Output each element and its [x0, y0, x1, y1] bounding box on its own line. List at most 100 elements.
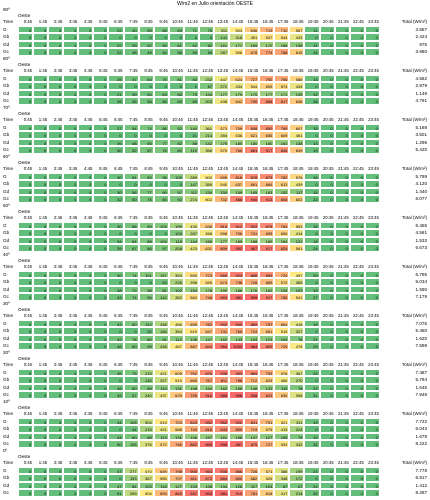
- value-cell[interactable]: 0: [319, 440, 335, 448]
- value-cell[interactable]: 32: [304, 440, 320, 448]
- value-cell[interactable]: 0: [319, 131, 335, 139]
- value-cell[interactable]: 0: [78, 466, 94, 474]
- row-total[interactable]: 4.561: [415, 230, 428, 235]
- value-cell[interactable]: 0: [78, 146, 94, 154]
- value-cell[interactable]: 998: [214, 440, 230, 448]
- value-cell[interactable]: 846: [274, 146, 290, 154]
- value-cell[interactable]: 0: [364, 221, 380, 229]
- value-cell[interactable]: 541: [289, 293, 305, 301]
- value-cell[interactable]: 0: [108, 474, 124, 482]
- value-cell[interactable]: 0: [33, 131, 49, 139]
- value-cell[interactable]: 0: [48, 440, 64, 448]
- value-cell[interactable]: 354: [168, 327, 184, 335]
- value-cell[interactable]: 0: [33, 187, 49, 195]
- value-cell[interactable]: 138: [289, 40, 305, 48]
- value-cell[interactable]: 0: [78, 383, 94, 391]
- value-cell[interactable]: 186: [229, 285, 245, 293]
- value-cell[interactable]: 32: [138, 327, 154, 335]
- value-cell[interactable]: 0: [63, 33, 79, 41]
- value-cell[interactable]: 118: [153, 481, 169, 489]
- value-cell[interactable]: 44: [108, 432, 124, 440]
- value-cell[interactable]: 858: [259, 97, 275, 105]
- value-cell[interactable]: 0: [349, 327, 365, 335]
- value-cell[interactable]: 0: [93, 383, 109, 391]
- value-cell[interactable]: 141: [214, 33, 230, 41]
- value-cell[interactable]: 0: [183, 82, 199, 90]
- value-cell[interactable]: 111: [183, 187, 199, 195]
- row-total[interactable]: 7.948: [415, 392, 428, 397]
- value-cell[interactable]: 0: [18, 74, 34, 82]
- row-total[interactable]: 6.043: [415, 426, 428, 431]
- value-cell[interactable]: 0: [93, 187, 109, 195]
- value-cell[interactable]: 97: [153, 244, 169, 252]
- value-cell[interactable]: 521: [274, 417, 290, 425]
- value-cell[interactable]: 998: [229, 391, 245, 399]
- value-cell[interactable]: 30: [108, 221, 124, 229]
- value-cell[interactable]: 103: [274, 334, 290, 342]
- value-cell[interactable]: 768: [274, 48, 290, 56]
- value-cell[interactable]: 0: [334, 481, 350, 489]
- value-cell[interactable]: 0: [48, 383, 64, 391]
- value-cell[interactable]: 26: [108, 97, 124, 105]
- value-cell[interactable]: 760: [229, 327, 245, 335]
- value-cell[interactable]: 39: [108, 244, 124, 252]
- value-cell[interactable]: 0: [63, 293, 79, 301]
- value-cell[interactable]: 805: [274, 195, 290, 203]
- value-cell[interactable]: 81: [153, 285, 169, 293]
- row-total[interactable]: 5.188: [415, 124, 428, 130]
- value-cell[interactable]: 318: [229, 33, 245, 41]
- value-cell[interactable]: 47: [108, 481, 124, 489]
- value-cell[interactable]: 0: [364, 229, 380, 237]
- value-cell[interactable]: 146: [183, 432, 199, 440]
- value-cell[interactable]: 0: [18, 89, 34, 97]
- row-total[interactable]: 5.789: [415, 173, 428, 179]
- value-cell[interactable]: 519: [183, 327, 199, 335]
- value-cell[interactable]: 22: [108, 25, 124, 33]
- value-cell[interactable]: 550: [183, 270, 199, 278]
- value-cell[interactable]: 0: [48, 270, 64, 278]
- value-cell[interactable]: 228: [168, 278, 184, 286]
- value-cell[interactable]: 61: [123, 172, 139, 180]
- value-cell[interactable]: 0: [93, 25, 109, 33]
- value-cell[interactable]: 889: [244, 319, 260, 327]
- value-cell[interactable]: 77: [138, 187, 154, 195]
- value-cell[interactable]: 0: [364, 180, 380, 188]
- value-cell[interactable]: 0: [123, 229, 139, 237]
- value-cell[interactable]: 154: [198, 383, 215, 391]
- value-cell[interactable]: 762: [183, 368, 199, 376]
- value-cell[interactable]: 40: [123, 25, 139, 33]
- value-cell[interactable]: 0: [63, 74, 79, 82]
- value-cell[interactable]: 146: [244, 383, 260, 391]
- value-cell[interactable]: 0: [334, 180, 350, 188]
- value-cell[interactable]: 674: [214, 278, 230, 286]
- value-cell[interactable]: 82: [168, 138, 184, 146]
- value-cell[interactable]: 50: [108, 440, 124, 448]
- value-cell[interactable]: 66: [123, 221, 139, 229]
- value-cell[interactable]: 0: [319, 146, 335, 154]
- value-cell[interactable]: 433: [289, 33, 305, 41]
- row-total[interactable]: 6.077: [415, 196, 428, 201]
- value-cell[interactable]: 0: [349, 368, 365, 376]
- value-cell[interactable]: 0: [93, 221, 109, 229]
- value-cell[interactable]: 147: [183, 180, 199, 188]
- value-cell[interactable]: 0: [319, 123, 335, 131]
- value-cell[interactable]: 756: [274, 74, 290, 82]
- value-cell[interactable]: 0: [93, 172, 109, 180]
- value-cell[interactable]: 0: [138, 180, 154, 188]
- value-cell[interactable]: 52: [123, 146, 139, 154]
- value-cell[interactable]: 147: [198, 334, 215, 342]
- value-cell[interactable]: 75: [138, 195, 154, 203]
- value-cell[interactable]: 161: [214, 432, 230, 440]
- value-cell[interactable]: 0: [93, 474, 109, 482]
- row-total[interactable]: 1.645: [415, 384, 428, 390]
- value-cell[interactable]: 0: [33, 195, 49, 203]
- value-cell[interactable]: 0: [93, 270, 109, 278]
- value-cell[interactable]: 0: [18, 40, 34, 48]
- value-cell[interactable]: 0: [48, 481, 64, 489]
- value-cell[interactable]: 311: [214, 25, 230, 33]
- value-cell[interactable]: 287: [214, 48, 230, 56]
- value-cell[interactable]: 0: [18, 187, 34, 195]
- value-cell[interactable]: 143: [229, 334, 245, 342]
- value-cell[interactable]: 456: [168, 319, 184, 327]
- value-cell[interactable]: 0: [78, 440, 94, 448]
